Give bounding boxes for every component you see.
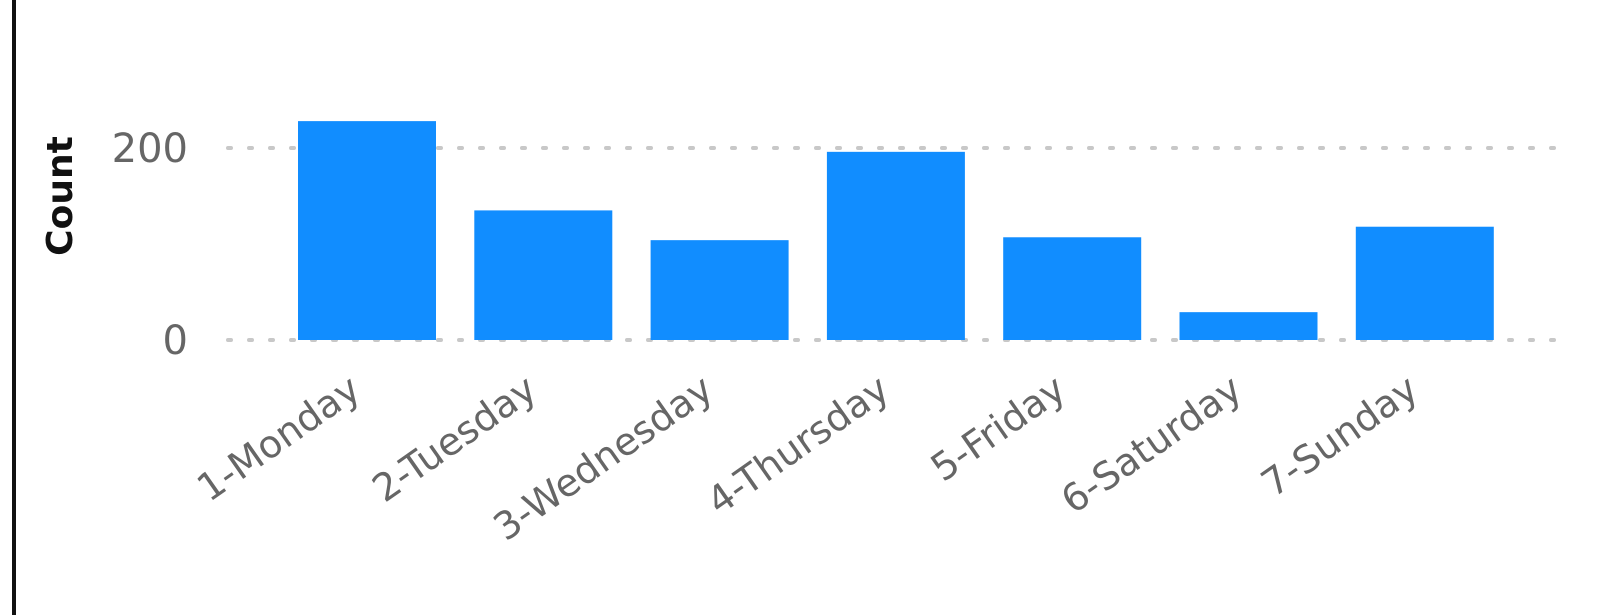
x-tick-label: 5-Friday xyxy=(923,366,1074,490)
bar-5-friday[interactable] xyxy=(1003,237,1142,340)
bar-4-thursday[interactable] xyxy=(826,151,965,340)
y-tick-label: 200 xyxy=(112,126,188,172)
y-tick-label: 0 xyxy=(163,318,188,364)
x-tick-label: 6-Saturday xyxy=(1053,366,1250,522)
bar-7-sunday[interactable] xyxy=(1355,226,1494,340)
bar-2-tuesday[interactable] xyxy=(474,210,613,340)
bars xyxy=(298,121,1494,341)
bar-6-saturday[interactable] xyxy=(1179,312,1318,340)
x-tick-label: 1-Monday xyxy=(189,366,368,510)
x-tick-label: 2-Tuesday xyxy=(364,366,544,510)
x-tick-label: 4-Thursday xyxy=(699,366,897,523)
chart-left-border xyxy=(12,0,16,615)
y-axis-label: Count xyxy=(40,136,81,256)
x-tick-label: 7-Sunday xyxy=(1253,366,1426,505)
bar-3-wednesday[interactable] xyxy=(650,240,789,340)
y-axis-ticks: 0 200 xyxy=(112,126,188,364)
bar-1-monday[interactable] xyxy=(298,121,436,341)
